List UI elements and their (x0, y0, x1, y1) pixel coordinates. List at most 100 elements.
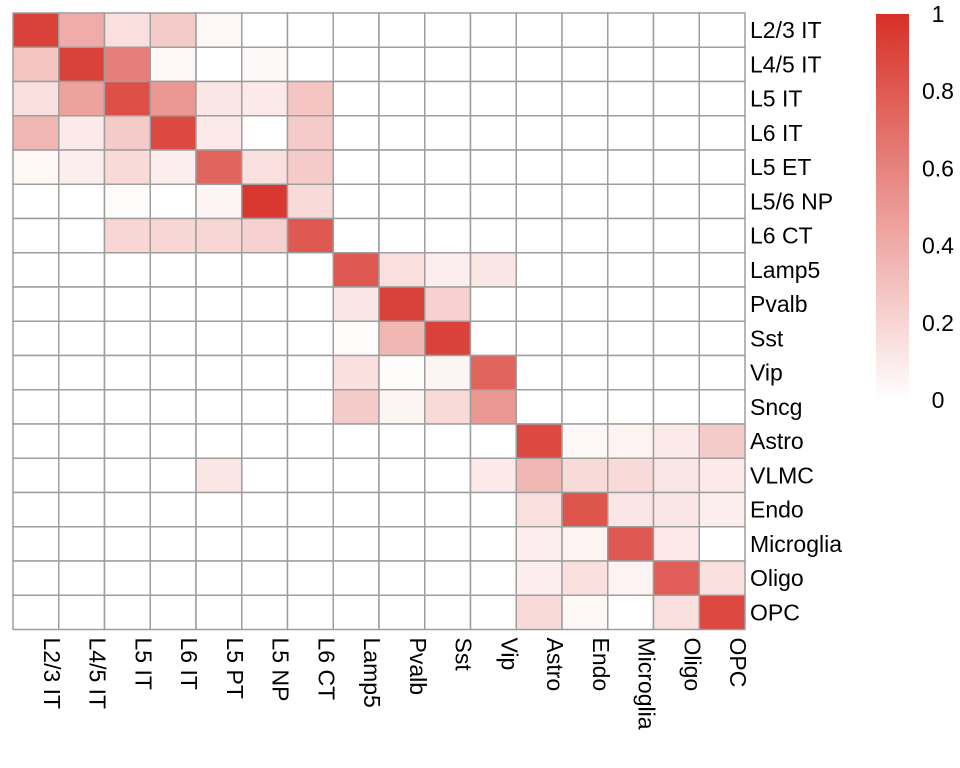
heatmap-cell (378, 80, 426, 117)
heatmap-cell (561, 560, 609, 596)
heatmap-cell (698, 183, 746, 220)
heatmap-cell (607, 286, 655, 322)
heatmap-cell (58, 217, 106, 254)
heatmap-cell (378, 594, 426, 631)
heatmap-cell (515, 491, 563, 528)
heatmap-cell (469, 423, 517, 459)
heatmap-cell (103, 423, 151, 459)
column-label: L4/5 IT (85, 638, 111, 710)
heatmap-cell (378, 217, 426, 254)
heatmap-cell (378, 286, 426, 322)
heatmap-cell (332, 252, 380, 288)
heatmap-cell (241, 354, 289, 391)
heatmap-cell (58, 491, 106, 528)
heatmap-cell (103, 12, 151, 48)
row-label: L2/3 IT (750, 17, 822, 43)
heatmap-cell (149, 457, 197, 494)
column-label: L5 NP (268, 638, 294, 702)
colorbar-tick-label: 0.4 (922, 233, 954, 259)
heatmap-cell (515, 115, 563, 151)
heatmap-cell (561, 183, 609, 220)
heatmap-cell (149, 12, 197, 48)
heatmap-cell (195, 491, 243, 528)
heatmap-cell (469, 217, 517, 254)
heatmap-cell (149, 320, 197, 357)
heatmap-cell (378, 320, 426, 357)
heatmap-cell (58, 457, 106, 494)
heatmap-cell (195, 526, 243, 562)
heatmap-cell (332, 320, 380, 357)
heatmap-cell (652, 115, 700, 151)
heatmap-cell (698, 560, 746, 596)
heatmap-cell (332, 217, 380, 254)
heatmap-cell (58, 389, 106, 425)
heatmap-cell (332, 491, 380, 528)
heatmap-cell (103, 457, 151, 494)
heatmap-cell (424, 12, 472, 48)
row-label: Vip (750, 360, 783, 386)
heatmap-cell (424, 183, 472, 220)
heatmap-cell (652, 183, 700, 220)
heatmap-cell (469, 354, 517, 391)
row-label: Sncg (750, 394, 802, 420)
row-label: Endo (750, 497, 804, 523)
heatmap-cell (469, 491, 517, 528)
heatmap-cell (12, 526, 60, 562)
heatmap-cell (12, 12, 60, 48)
heatmap-cell (607, 560, 655, 596)
heatmap-cell (332, 149, 380, 185)
heatmap-cell (241, 80, 289, 117)
heatmap-cell (103, 46, 151, 83)
heatmap-cell (12, 183, 60, 220)
heatmap-cell (378, 252, 426, 288)
heatmap-cell (58, 594, 106, 631)
heatmap-cell (286, 457, 334, 494)
heatmap-cell (241, 46, 289, 83)
heatmap-cell (195, 594, 243, 631)
heatmap-cell (698, 423, 746, 459)
heatmap-cell (332, 457, 380, 494)
heatmap-cell (378, 115, 426, 151)
heatmap-cell (241, 457, 289, 494)
heatmap-cell (58, 252, 106, 288)
heatmap-cell (241, 286, 289, 322)
heatmap-cell (149, 389, 197, 425)
heatmap-cell (58, 423, 106, 459)
row-label: Lamp5 (750, 257, 820, 283)
heatmap-cell (58, 115, 106, 151)
heatmap-cell (424, 252, 472, 288)
heatmap-cell (469, 12, 517, 48)
heatmap-cell (149, 252, 197, 288)
heatmap-cell (12, 423, 60, 459)
heatmap-cell (469, 457, 517, 494)
heatmap-cell (149, 423, 197, 459)
heatmap-cell (286, 183, 334, 220)
heatmap-cell (12, 80, 60, 117)
heatmap-cell (12, 149, 60, 185)
heatmap-cell (378, 457, 426, 494)
heatmap-cell (332, 286, 380, 322)
heatmap-cell (195, 389, 243, 425)
heatmap-cell (698, 320, 746, 357)
heatmap-cell (58, 560, 106, 596)
row-label: Sst (750, 325, 784, 351)
heatmap-cell (332, 183, 380, 220)
heatmap-cell (103, 491, 151, 528)
heatmap-cell (12, 560, 60, 596)
heatmap-cell (12, 457, 60, 494)
heatmap-cell (515, 12, 563, 48)
heatmap-cell (286, 491, 334, 528)
heatmap-cell (103, 286, 151, 322)
heatmap-cell (195, 286, 243, 322)
heatmap-cell (607, 46, 655, 83)
heatmap-cell (332, 526, 380, 562)
heatmap-cell (424, 423, 472, 459)
heatmap-cell (469, 594, 517, 631)
heatmap-cell (561, 115, 609, 151)
row-label: OPC (750, 599, 800, 625)
heatmap-cell (286, 12, 334, 48)
heatmap-cell (652, 46, 700, 83)
heatmap-cell (424, 46, 472, 83)
heatmap-cell (195, 354, 243, 391)
heatmap-cell (241, 183, 289, 220)
